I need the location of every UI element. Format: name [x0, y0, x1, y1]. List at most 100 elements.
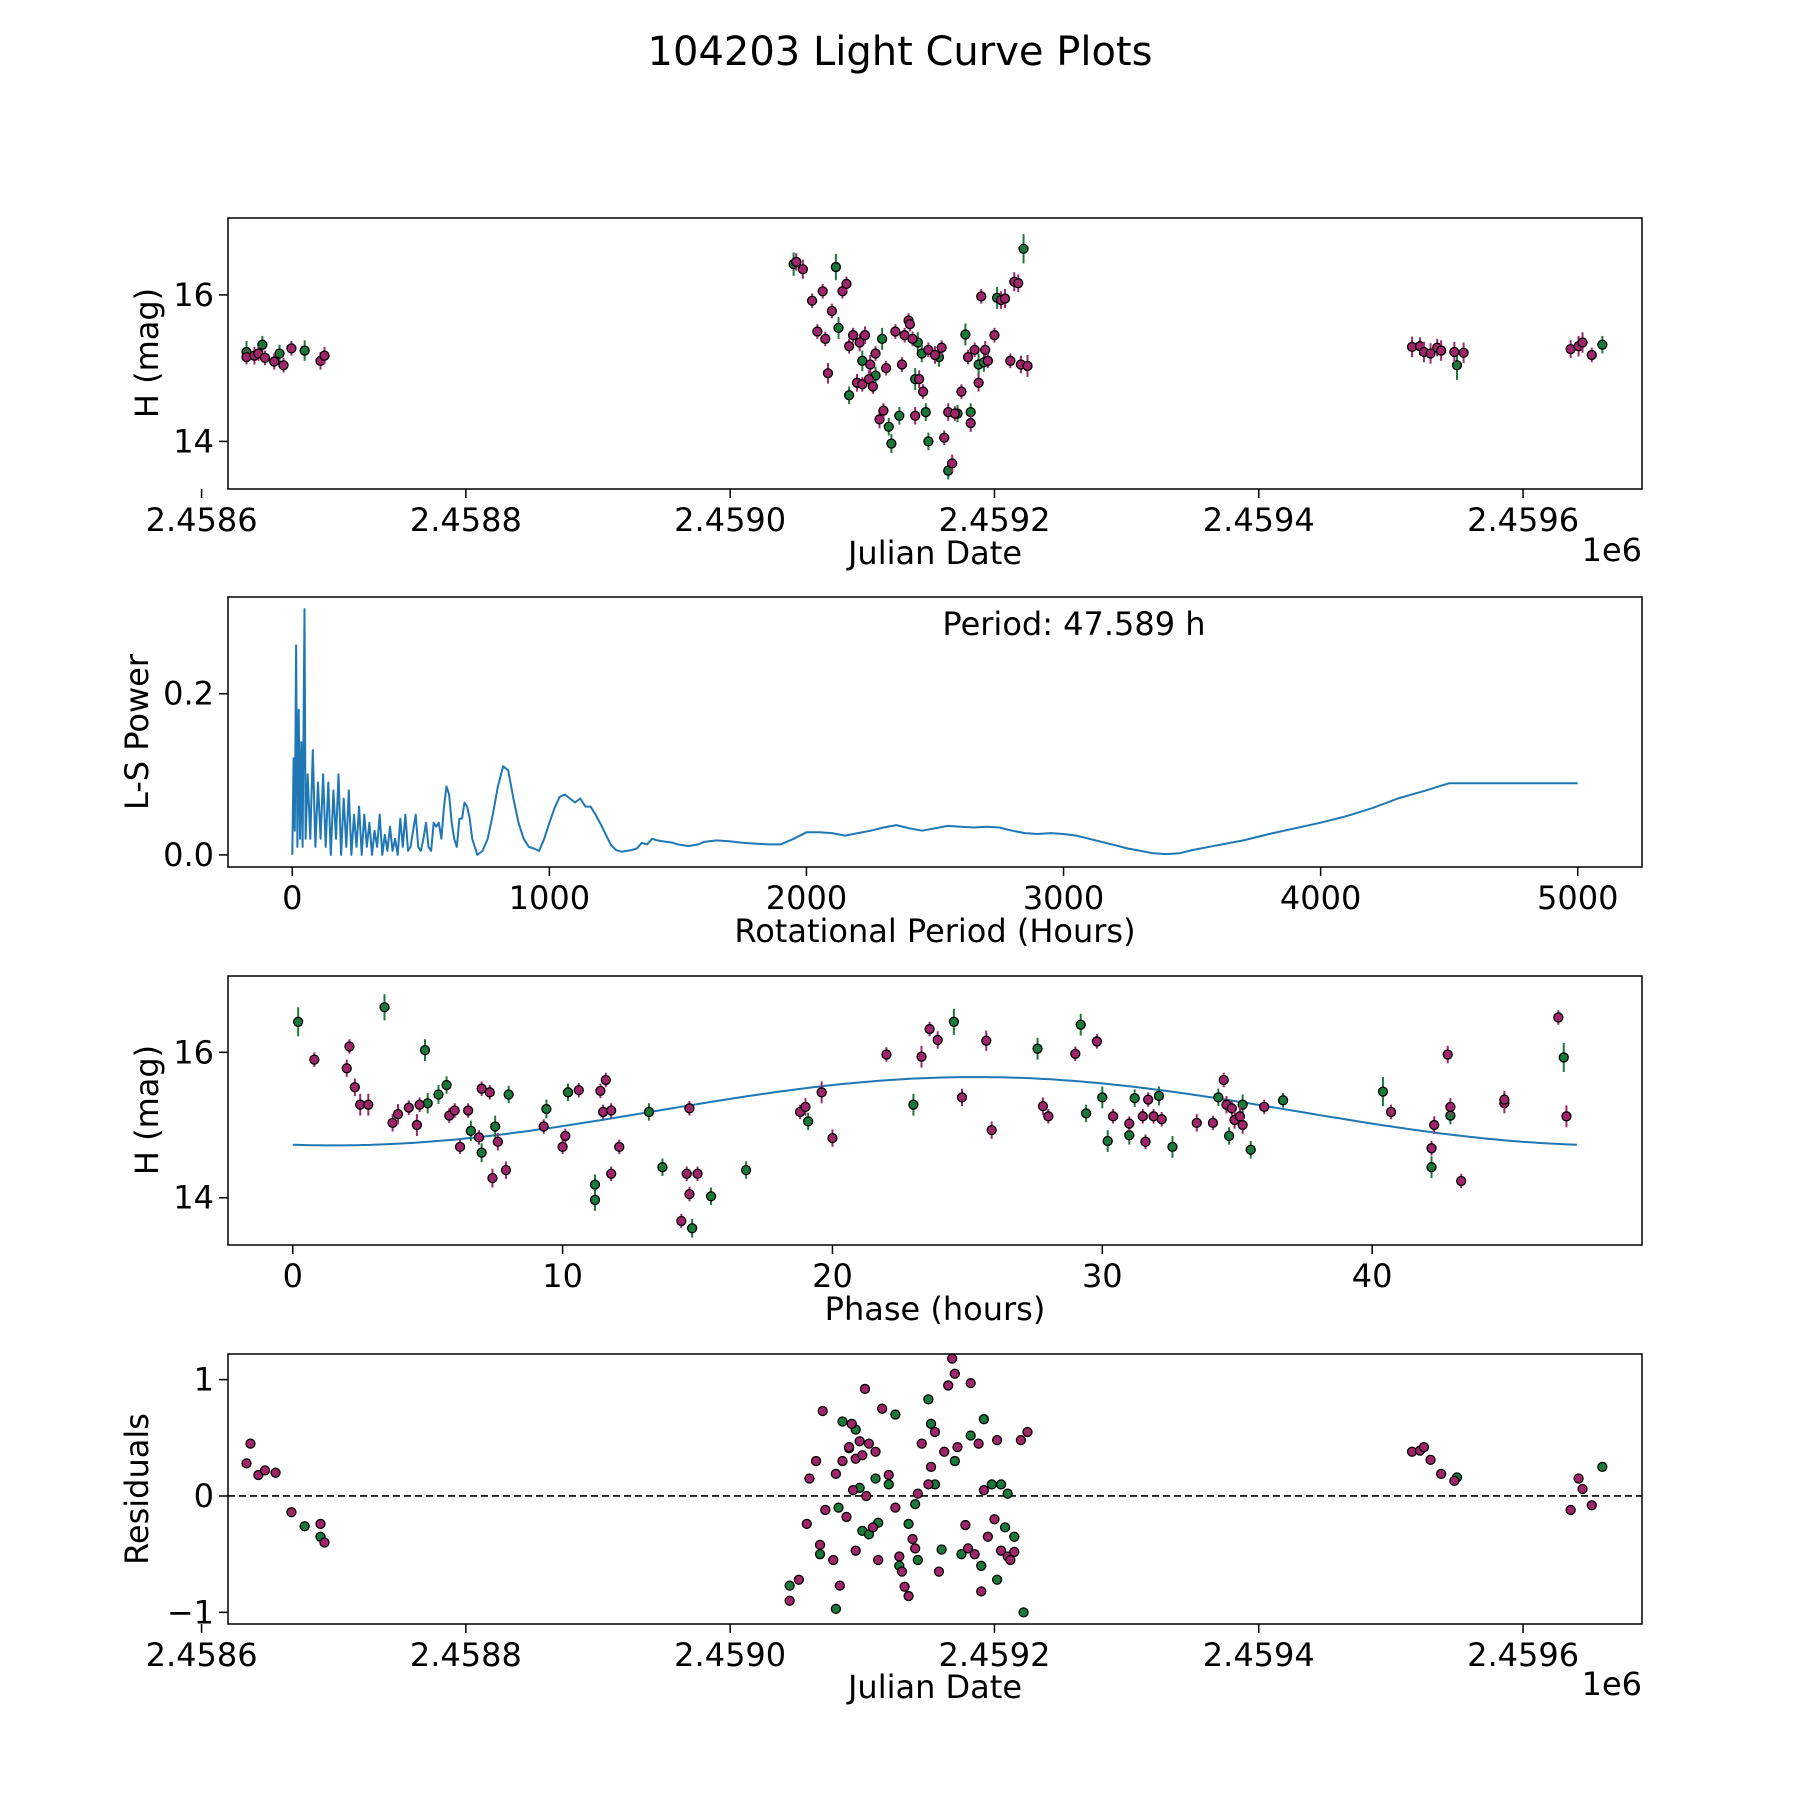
data-point-r — [925, 1461, 937, 1473]
data-point-r — [286, 343, 297, 354]
data-point-g — [503, 1089, 514, 1100]
xtick-label: 2.4588 — [410, 1636, 522, 1674]
data-point-r — [500, 1164, 512, 1176]
data-point-r — [411, 1119, 423, 1131]
data-point-r — [981, 1035, 992, 1046]
lightcurve-points — [241, 234, 1608, 480]
data-point-r — [1005, 1554, 1016, 1566]
data-point-g — [379, 1002, 390, 1013]
data-point-r — [278, 360, 289, 371]
data-point-r — [801, 1518, 812, 1530]
lightcurve-ylabel: H (mag) — [128, 288, 166, 418]
data-point-r — [830, 1468, 842, 1480]
data-point-g — [1075, 1019, 1086, 1030]
ytick-label: 16 — [173, 1033, 214, 1071]
data-point-r — [982, 355, 994, 366]
data-point-r — [1005, 355, 1016, 366]
data-point-r — [986, 1124, 997, 1136]
data-point-g — [293, 1016, 304, 1027]
data-point-r — [1573, 1473, 1584, 1484]
data-point-g — [1597, 339, 1608, 350]
data-point-r — [414, 1099, 425, 1110]
residuals-xlabel: Julian Date — [846, 1668, 1022, 1706]
data-point-g — [923, 1394, 934, 1405]
lightcurve-panel: 2.4586 2.4588 2.4590 2.4592 2.4594 2.4596 14 16… — [128, 217, 1643, 572]
data-point-r — [876, 1403, 888, 1414]
data-point-r — [1137, 1111, 1148, 1122]
residuals-frame — [227, 1353, 1643, 1625]
data-point-g — [705, 1191, 717, 1202]
data-point-r — [1091, 1036, 1103, 1047]
data-point-r — [960, 1519, 971, 1531]
data-point-g — [1080, 1108, 1092, 1119]
data-point-r — [904, 319, 916, 330]
data-point-r — [1418, 1441, 1430, 1453]
data-point-g — [837, 1416, 848, 1427]
data-point-r — [1577, 337, 1588, 348]
xtick-label: 10 — [542, 1257, 583, 1295]
data-point-g — [814, 1549, 826, 1560]
data-point-r — [834, 1580, 846, 1591]
data-point-g — [843, 390, 855, 401]
data-point-g — [740, 1164, 752, 1176]
lightcurve-frame — [227, 217, 1643, 490]
data-point-r — [870, 348, 881, 359]
data-point-r — [827, 1132, 838, 1144]
data-point-r — [828, 1554, 839, 1566]
xtick-label: 0 — [283, 1257, 303, 1295]
data-point-g — [1167, 1141, 1178, 1153]
data-point-r — [973, 1438, 984, 1449]
data-point-g — [1451, 360, 1463, 371]
xtick-label: 4000 — [1280, 879, 1361, 917]
xtick-label: 5000 — [1537, 879, 1618, 917]
data-point-r — [969, 344, 980, 355]
data-point-r — [245, 1438, 256, 1449]
data-point-g — [986, 1479, 997, 1490]
data-point-r — [867, 381, 879, 392]
data-point-r — [923, 344, 934, 355]
data-point-g — [1213, 1092, 1224, 1103]
data-point-r — [870, 1446, 881, 1457]
data-point-r — [878, 405, 889, 416]
data-point-g — [920, 406, 931, 418]
residuals-offset-label: 1e6 — [1582, 1665, 1642, 1703]
data-point-r — [847, 330, 859, 341]
data-point-r — [1237, 1119, 1248, 1131]
ytick-label: −1 — [167, 1593, 214, 1631]
data-point-r — [850, 1545, 861, 1556]
data-point-r — [454, 1141, 466, 1153]
data-point-g — [833, 1502, 844, 1513]
data-point-r — [936, 342, 947, 353]
periodogram-line — [291, 608, 1578, 856]
data-point-g — [956, 1549, 967, 1560]
data-point-r — [989, 1514, 1000, 1525]
data-point-g — [890, 1409, 901, 1420]
data-point-r — [692, 1168, 703, 1179]
data-point-r — [880, 362, 892, 374]
periodogram-frame — [227, 596, 1643, 868]
data-point-r — [309, 1054, 320, 1065]
data-point-g — [870, 1473, 881, 1484]
data-point-r — [1429, 1119, 1440, 1131]
data-point-r — [1561, 1111, 1572, 1122]
xtick-label: 2.4592 — [938, 1636, 1050, 1674]
data-point-r — [837, 1455, 848, 1467]
ytick-label: 1 — [194, 1361, 214, 1399]
data-point-r — [929, 349, 941, 361]
data-point-g — [257, 339, 268, 350]
data-point-r — [820, 333, 831, 345]
data-point-r — [861, 1490, 872, 1502]
data-point-r — [484, 1087, 495, 1098]
data-point-r — [1445, 1101, 1456, 1113]
xtick-label: 2.4594 — [1203, 1636, 1315, 1674]
xtick-label: 2.4588 — [410, 501, 522, 539]
data-point-r — [952, 1441, 963, 1453]
data-point-r — [883, 1469, 894, 1481]
data-point-g — [923, 436, 934, 447]
periodogram-ticks: 0 1000 2000 3000 4000 5000 0.0 0.2 — [163, 675, 1618, 917]
data-point-r — [449, 1105, 460, 1116]
data-point-g — [1377, 1086, 1389, 1097]
data-point-g — [657, 1162, 668, 1173]
data-point-r — [1586, 1500, 1597, 1511]
